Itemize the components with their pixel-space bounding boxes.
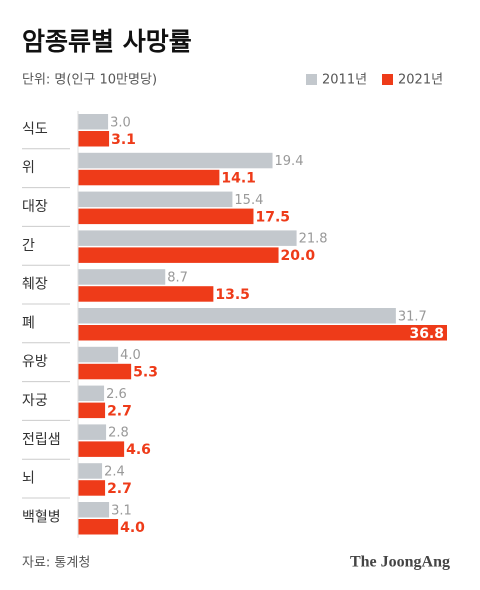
category-label: 자궁 [22, 393, 48, 409]
bar [78, 463, 103, 479]
value-label: 2.4 [104, 464, 125, 479]
bar [78, 402, 106, 419]
bar [78, 424, 107, 440]
bar [78, 208, 254, 225]
bar [78, 308, 396, 324]
bar [78, 131, 110, 147]
category-label: 췌장 [22, 277, 48, 293]
bar [78, 152, 273, 169]
category-label: 뇌 [22, 471, 35, 487]
source: 자료: 통계청 [22, 556, 90, 571]
value-label: 8.7 [167, 270, 188, 285]
value-label: 4.0 [120, 348, 141, 363]
bar [78, 247, 279, 263]
value-label: 3.1 [111, 132, 136, 148]
value-label: 3.1 [111, 503, 132, 518]
bar [78, 480, 106, 496]
category-label: 백혈병 [22, 509, 61, 525]
bar [78, 286, 214, 302]
value-label: 15.4 [234, 193, 263, 208]
bar [78, 502, 110, 518]
legend-swatch [306, 74, 317, 85]
bar [78, 441, 125, 457]
value-label: 19.4 [275, 154, 304, 169]
bar [78, 269, 166, 285]
bar [78, 325, 447, 341]
value-label: 3.0 [110, 115, 131, 130]
value-label: 20.0 [281, 248, 316, 264]
chart-subtitle: 단위: 명(인구 10만명당) [22, 73, 157, 88]
bar [78, 169, 220, 186]
bar [78, 346, 119, 363]
value-label: 31.7 [398, 309, 427, 324]
value-label: 14.1 [221, 171, 256, 187]
category-label: 대장 [22, 199, 48, 215]
category-label: 유방 [22, 354, 48, 370]
bar [78, 230, 297, 246]
bar [78, 191, 233, 208]
value-label: 21.8 [299, 232, 328, 247]
value-label: 2.6 [106, 387, 127, 402]
legend-label: 2011년 [322, 73, 367, 88]
category-label: 위 [22, 160, 35, 176]
bar [78, 363, 132, 380]
chart-title: 암종류별 사망률 [22, 27, 192, 56]
value-label: 2.7 [107, 481, 132, 497]
bar [78, 385, 105, 402]
value-label: 13.5 [215, 287, 250, 303]
category-label: 전립샘 [22, 432, 61, 448]
value-label: 4.6 [126, 442, 151, 458]
value-label: 2.7 [107, 403, 132, 419]
value-label: 17.5 [255, 209, 290, 225]
bar [78, 114, 109, 130]
category-label: 간 [22, 238, 35, 254]
value-label: 36.8 [409, 326, 444, 342]
category-label: 폐 [22, 315, 35, 331]
category-label: 식도 [22, 121, 48, 137]
legend-label: 2021년 [398, 73, 443, 88]
bar [78, 519, 119, 535]
legend-swatch [382, 74, 393, 85]
value-label: 5.3 [133, 365, 158, 381]
value-label: 2.8 [108, 426, 129, 441]
value-label: 4.0 [120, 520, 145, 536]
brand: The JoongAng [350, 554, 450, 571]
